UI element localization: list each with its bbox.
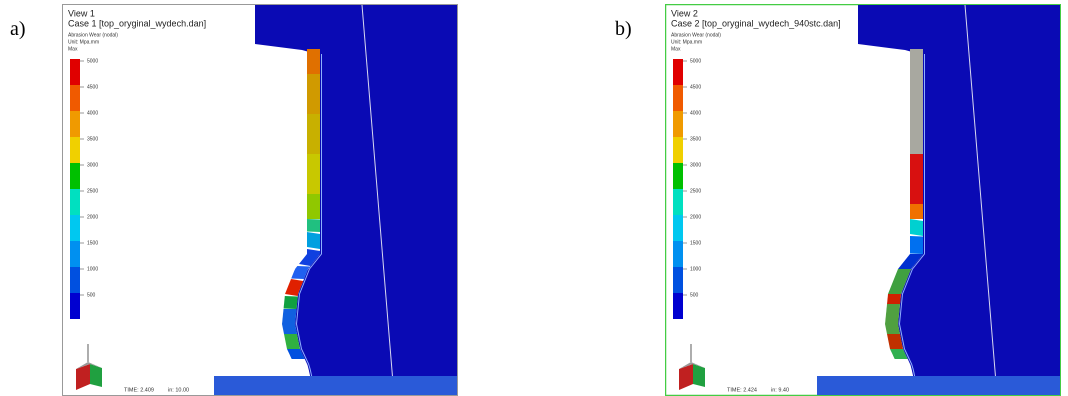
legend-label: 4500 bbox=[690, 84, 701, 90]
legend-swatch bbox=[673, 59, 683, 85]
wear-segment bbox=[887, 294, 901, 304]
legend-label: 2000 bbox=[690, 214, 701, 220]
unit: Unit: Mpa.mm bbox=[68, 39, 99, 45]
legend-label: 2500 bbox=[690, 188, 701, 194]
legend-swatch bbox=[70, 111, 80, 137]
wear-segment bbox=[307, 154, 320, 194]
legend-label: 4000 bbox=[690, 110, 701, 116]
info-bar bbox=[817, 376, 1060, 395]
legend-label: 1000 bbox=[690, 266, 701, 272]
legend-label: 1500 bbox=[690, 240, 701, 246]
legend-swatch bbox=[673, 189, 683, 215]
result-name: Abrasion Wear (nodal) bbox=[671, 32, 721, 38]
wear-segment bbox=[284, 296, 298, 309]
legend-swatch bbox=[673, 111, 683, 137]
legend-label: 500 bbox=[690, 292, 699, 298]
increment: in: 9.40 bbox=[771, 387, 789, 393]
max-label: Max bbox=[671, 46, 681, 52]
legend-swatch bbox=[70, 59, 80, 85]
legend-label: 3500 bbox=[690, 136, 701, 142]
wear-segment bbox=[910, 219, 923, 236]
wear-segment bbox=[307, 219, 320, 232]
legend-label: 3000 bbox=[87, 162, 98, 168]
legend-swatch bbox=[70, 293, 80, 319]
case-title: Case 2 [top_oryginal_wydech_940stc.dan] bbox=[671, 18, 841, 28]
panel-label: a) bbox=[10, 18, 26, 41]
legend-swatch bbox=[70, 189, 80, 215]
legend-label: 4500 bbox=[87, 84, 98, 90]
time: TIME: 2.424 bbox=[727, 387, 757, 393]
panel-label: b) bbox=[615, 18, 632, 41]
wear-segment bbox=[307, 49, 320, 74]
legend-swatch bbox=[673, 163, 683, 189]
view-title: View 2 bbox=[671, 8, 698, 18]
legend-label: 5000 bbox=[690, 58, 701, 64]
legend-swatch bbox=[673, 293, 683, 319]
wear-segment bbox=[307, 74, 320, 114]
wear-segment bbox=[910, 204, 923, 219]
legend-swatch bbox=[70, 215, 80, 241]
legend-swatch bbox=[673, 137, 683, 163]
wear-segment bbox=[885, 304, 900, 334]
wear-segment bbox=[307, 232, 320, 249]
legend-label: 4000 bbox=[87, 110, 98, 116]
legend-swatch bbox=[70, 137, 80, 163]
wear-segment bbox=[910, 49, 923, 154]
legend-swatch bbox=[70, 267, 80, 293]
legend-label: 2000 bbox=[87, 214, 98, 220]
legend-label: 2500 bbox=[87, 188, 98, 194]
legend-swatch bbox=[673, 267, 683, 293]
triad-face bbox=[693, 364, 705, 387]
info-bar bbox=[214, 376, 457, 395]
triad-face bbox=[90, 364, 102, 387]
legend-swatch bbox=[673, 215, 683, 241]
wear-segment bbox=[282, 309, 297, 334]
legend-swatch bbox=[70, 85, 80, 111]
legend-label: 5000 bbox=[87, 58, 98, 64]
result-name: Abrasion Wear (nodal) bbox=[68, 32, 118, 38]
legend-swatch bbox=[673, 85, 683, 111]
legend-swatch bbox=[70, 163, 80, 189]
wear-segment bbox=[307, 114, 320, 154]
max-label: Max bbox=[68, 46, 78, 52]
view-title: View 1 bbox=[68, 8, 95, 18]
time: TIME: 2.409 bbox=[124, 387, 154, 393]
legend-label: 1500 bbox=[87, 240, 98, 246]
wear-segment bbox=[910, 236, 923, 254]
legend-swatch bbox=[70, 241, 80, 267]
legend-label: 1000 bbox=[87, 266, 98, 272]
wear-segment bbox=[307, 194, 320, 219]
legend-label: 500 bbox=[87, 292, 96, 298]
legend-label: 3500 bbox=[87, 136, 98, 142]
case-title: Case 1 [top_oryginal_wydech.dan] bbox=[68, 18, 206, 28]
unit: Unit: Mpa.mm bbox=[671, 39, 702, 45]
wear-segment bbox=[910, 154, 923, 204]
figure: a) b) View 1Case 1 [top_oryginal_wydech.… bbox=[0, 0, 1068, 396]
increment: in: 10.00 bbox=[168, 387, 189, 393]
legend-swatch bbox=[673, 241, 683, 267]
legend-label: 3000 bbox=[690, 162, 701, 168]
